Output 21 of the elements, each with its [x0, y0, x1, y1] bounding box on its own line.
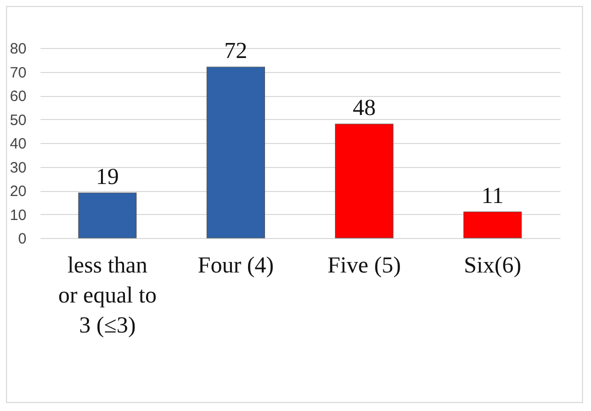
data-label: 72	[224, 38, 248, 63]
x-tick-label: Four (4)	[198, 252, 274, 278]
y-tick-label: 20	[10, 183, 26, 200]
y-tick-label: 80	[10, 40, 26, 58]
data-label: 48	[352, 95, 376, 120]
data-label: 19	[96, 164, 119, 189]
bar	[78, 192, 137, 238]
y-tick-label: 40	[10, 136, 26, 152]
y-tick-label: 30	[10, 159, 26, 176]
y-tick-label: 70	[10, 64, 26, 82]
bar	[463, 212, 522, 238]
x-tick-label: Six(6)	[464, 252, 522, 278]
y-tick-label: 60	[10, 88, 26, 105]
x-tick-label: less than or equal to 3 (≤3)	[58, 252, 157, 338]
bar	[206, 66, 265, 238]
x-tick-label: Five (5)	[327, 252, 401, 278]
data-label: 11	[482, 182, 504, 208]
y-tick-label: 0	[18, 230, 26, 248]
bar	[335, 124, 394, 238]
y-tick-label: 50	[10, 112, 26, 129]
y-tick-label: 10	[10, 206, 26, 224]
